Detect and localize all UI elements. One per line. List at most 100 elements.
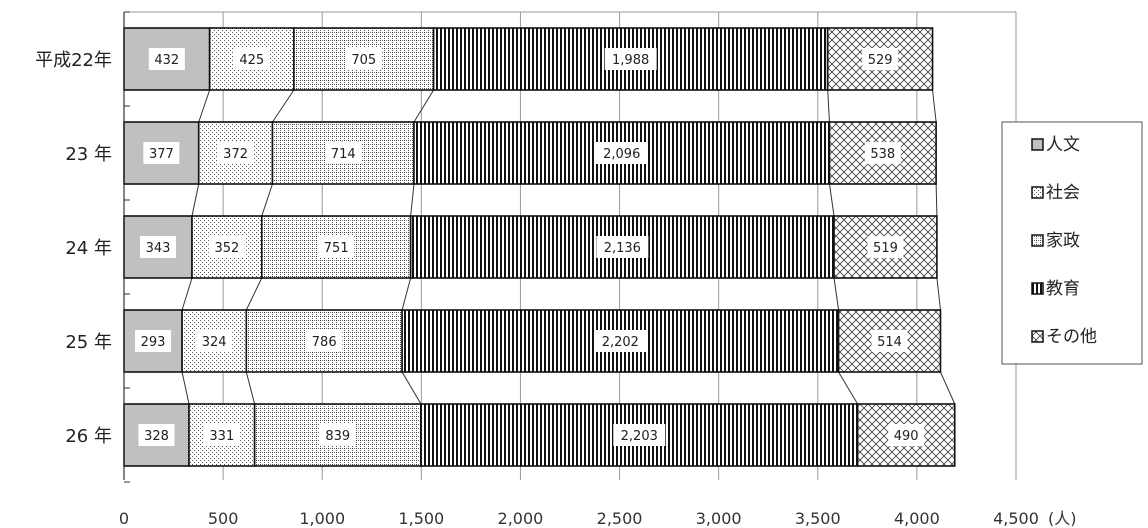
value-label-box: [604, 48, 657, 70]
series-connector-lines: [181, 89, 956, 405]
connector-line: [413, 89, 435, 123]
legend-box: [1001, 121, 1143, 365]
x-tick-label-500: 500: [208, 509, 239, 528]
category-label-2: 23 年: [65, 144, 112, 165]
value-label-shakai-3: 352: [214, 241, 239, 256]
legend-swatch-kasei: [1031, 234, 1044, 247]
value-label-shakai-5: 331: [209, 429, 234, 444]
x-tick-label-3500: 3,500: [795, 509, 841, 528]
value-label-box: [233, 48, 270, 70]
bar-sonota-4: [837, 309, 942, 373]
connector-line: [181, 277, 193, 311]
value-label-jinbun-2: 377: [149, 147, 174, 162]
value-label-box: [871, 330, 908, 352]
value-label-box: [306, 330, 343, 352]
value-label-box: [217, 142, 254, 164]
value-label-kasei-5: 839: [325, 429, 350, 444]
connector-line: [932, 89, 937, 123]
category-labels: 平成22年 23 年 24 年 25 年 26 年: [35, 50, 112, 447]
value-label-kasei-3: 751: [324, 241, 349, 256]
connector-line: [936, 277, 941, 311]
value-label-box: [139, 236, 176, 258]
bar-shakai-2: [197, 121, 274, 185]
x-tick-label-3000: 3,000: [696, 509, 742, 528]
legend-label-kasei: 家政: [1046, 231, 1080, 251]
value-label-box: [143, 142, 180, 164]
connector-line: [827, 89, 830, 123]
value-label-kyoiku-5: 2,203: [621, 429, 658, 444]
bar-kasei-5: [253, 403, 422, 467]
category-label-1: 平成22年: [35, 50, 112, 71]
value-label-jinbun-3: 343: [146, 241, 171, 256]
bars: 432 425 705 1,988 529 377 372 714 2,096 538 343 352…: [123, 27, 956, 467]
value-label-jinbun-5: 328: [144, 429, 169, 444]
value-label-box: [208, 236, 245, 258]
value-label-box: [595, 142, 648, 164]
value-label-box: [319, 424, 356, 446]
value-label-box: [867, 236, 904, 258]
value-label-kasei-1: 705: [351, 53, 376, 68]
axis: [123, 11, 130, 483]
connector-line: [833, 277, 840, 311]
connector-line: [198, 89, 211, 123]
value-label-box: [864, 142, 901, 164]
value-label-box: [203, 424, 240, 446]
legend-swatch-jinbun: [1031, 138, 1044, 151]
value-label-box: [345, 48, 382, 70]
legend-label-jinbun: 人文: [1046, 135, 1080, 155]
legend-swatch-sonota: [1031, 330, 1044, 343]
x-tick-label-4500: 4,500: [993, 509, 1039, 528]
connector-line: [838, 371, 859, 405]
connector-line: [401, 277, 412, 311]
value-label-kyoiku-4: 2,202: [602, 335, 639, 350]
value-label-box: [138, 424, 175, 446]
value-label-kyoiku-2: 2,096: [603, 147, 640, 162]
value-label-box: [318, 236, 355, 258]
value-label-kyoiku-3: 2,136: [604, 241, 641, 256]
value-label-kasei-2: 714: [331, 147, 356, 162]
legend-swatch-shakai: [1031, 186, 1044, 199]
value-label-kasei-4: 786: [312, 335, 337, 350]
legend-label-sonota: その他: [1046, 327, 1097, 347]
value-label-box: [135, 330, 172, 352]
legend-swatch-kyoiku: [1031, 282, 1044, 295]
connector-line: [828, 183, 835, 217]
connector-line: [940, 371, 956, 405]
x-tick-label-2500: 2,500: [597, 509, 643, 528]
connector-line: [191, 183, 200, 217]
value-label-box: [862, 48, 899, 70]
connector-line: [272, 89, 295, 123]
value-label-box: [594, 330, 647, 352]
connector-line: [245, 277, 263, 311]
value-label-box: [196, 330, 233, 352]
category-label-3: 24 年: [65, 238, 112, 259]
x-tick-label-1500: 1,500: [398, 509, 444, 528]
x-tick-label-2000: 2,000: [498, 509, 544, 528]
value-label-jinbun-1: 432: [154, 53, 179, 68]
value-label-shakai-4: 324: [202, 335, 227, 350]
connector-line: [181, 371, 190, 405]
x-tick-label-1000: 1,000: [299, 509, 345, 528]
value-label-kyoiku-1: 1,988: [612, 53, 649, 68]
value-label-sonota-1: 529: [868, 53, 893, 68]
legend-label-kyoiku: 教育: [1046, 279, 1080, 299]
category-label-5: 26 年: [65, 426, 112, 447]
x-tick-label-0: 0: [119, 509, 129, 528]
value-label-box: [148, 48, 185, 70]
value-label-box: [325, 142, 362, 164]
bar-sonota-2: [828, 121, 937, 185]
category-label-4: 25 年: [65, 332, 112, 353]
connector-line: [401, 371, 422, 405]
connector-line: [410, 183, 415, 217]
value-label-sonota-3: 519: [873, 241, 898, 256]
connector-line: [245, 371, 256, 405]
value-label-box: [613, 424, 666, 446]
value-label-sonota-5: 490: [894, 429, 919, 444]
x-tick-labels: 0 500 1,000 1,500 2,000 2,500 3,000 3,500 4,000 4…: [119, 509, 1039, 528]
x-tick-label-4000: 4,000: [894, 509, 940, 528]
connector-line: [935, 183, 938, 217]
value-label-box: [888, 424, 925, 446]
value-label-box: [596, 236, 649, 258]
legend-label-shakai: 社会: [1046, 183, 1080, 203]
